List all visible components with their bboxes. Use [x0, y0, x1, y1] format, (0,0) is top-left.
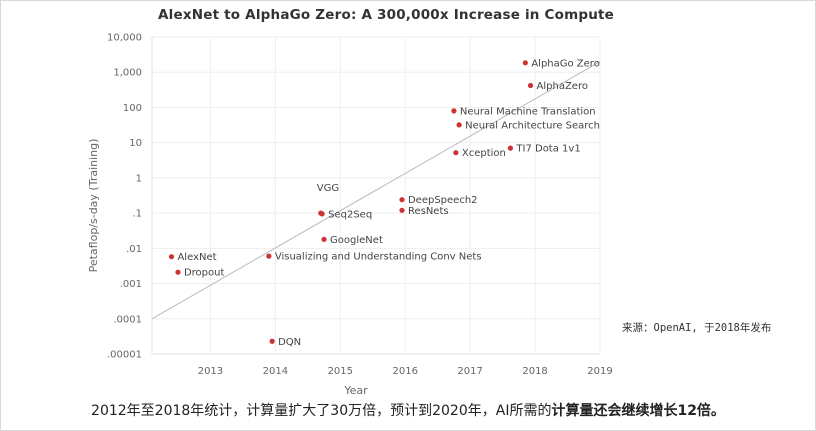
data-point	[321, 236, 327, 242]
y-tick-label: .00001	[107, 350, 142, 361]
point-label: Neural Architecture Search	[465, 120, 600, 131]
y-tick-label: 10,000	[107, 33, 142, 44]
point-label: GoogleNet	[330, 235, 383, 246]
x-tick-label: 2015	[328, 366, 353, 377]
point-label: AlphaGo Zero	[531, 58, 600, 69]
source-note: 来源：OpenAI, 于2018年发布	[622, 322, 772, 334]
x-tick-label: 2019	[587, 366, 612, 377]
point-label: VGG	[317, 183, 339, 194]
x-tick-label: 2014	[263, 366, 288, 377]
data-point	[456, 122, 462, 128]
point-label: TI7 Dota 1v1	[515, 144, 580, 155]
data-point	[453, 150, 459, 156]
chart-title: AlexNet to AlphaGo Zero: A 300,000x Incr…	[158, 7, 615, 23]
data-points: AlexNet Dropout DQN Visualizing and Underst…	[168, 58, 600, 348]
data-point	[399, 197, 405, 203]
x-tick-label: 2018	[522, 366, 547, 377]
caption-emphasis: 计算量还会继续增长12倍。	[551, 403, 725, 419]
y-tick-label: .0001	[113, 314, 142, 325]
point-label: Dropout	[184, 268, 225, 279]
point-label: Neural Machine Translation	[460, 106, 596, 117]
data-point	[527, 82, 534, 89]
data-point	[175, 269, 181, 275]
point-label: Xception	[462, 148, 506, 159]
point-label: AlexNet	[177, 252, 216, 263]
point-label: DeepSpeech2	[408, 195, 478, 206]
x-axis-title: Year	[343, 384, 368, 397]
x-tick-label: 2016	[392, 366, 417, 377]
grid	[151, 36, 601, 355]
point-label: Visualizing and Understanding Conv Nets	[275, 252, 482, 263]
caption: 2012年至2018年统计，计算量扩大了30万倍，预计到2020年，AI所需的计…	[0, 400, 816, 420]
data-point	[269, 338, 275, 344]
point-label: ResNets	[408, 206, 449, 217]
y-tick-label: .1	[132, 209, 142, 220]
point-label: AlphaZero	[537, 81, 588, 92]
data-point	[507, 145, 513, 151]
scatter-chart: 10,000 1,000 100 10 1 .1 .01 .001 .0001 .00001 201…	[87, 33, 613, 398]
data-point	[399, 207, 405, 213]
trend-line	[151, 61, 601, 320]
y-tick-label: .01	[126, 244, 142, 255]
y-axis-title: Petaflop/s-day (Training)	[87, 139, 100, 273]
y-tick-label: .001	[120, 279, 142, 290]
data-point	[451, 108, 457, 114]
data-point	[522, 60, 528, 66]
axis-ticks: 10,000 1,000 100 10 1 .1 .01 .001 .0001 .00001 201…	[107, 33, 613, 378]
data-point	[168, 254, 175, 260]
y-tick-label: 1,000	[113, 68, 142, 79]
x-tick-label: 2013	[198, 366, 223, 377]
point-label: DQN	[278, 337, 301, 348]
y-tick-label: 10	[129, 138, 142, 149]
point-label: Seq2Seq	[328, 209, 372, 220]
y-tick-label: 100	[123, 103, 142, 114]
data-point	[266, 253, 272, 259]
caption-text: 2012年至2018年统计，计算量扩大了30万倍，预计到2020年，AI所需的	[91, 403, 552, 419]
data-point	[319, 211, 325, 217]
y-tick-label: 1	[136, 173, 142, 184]
x-tick-label: 2017	[457, 366, 482, 377]
trend-line-layer	[151, 61, 601, 320]
